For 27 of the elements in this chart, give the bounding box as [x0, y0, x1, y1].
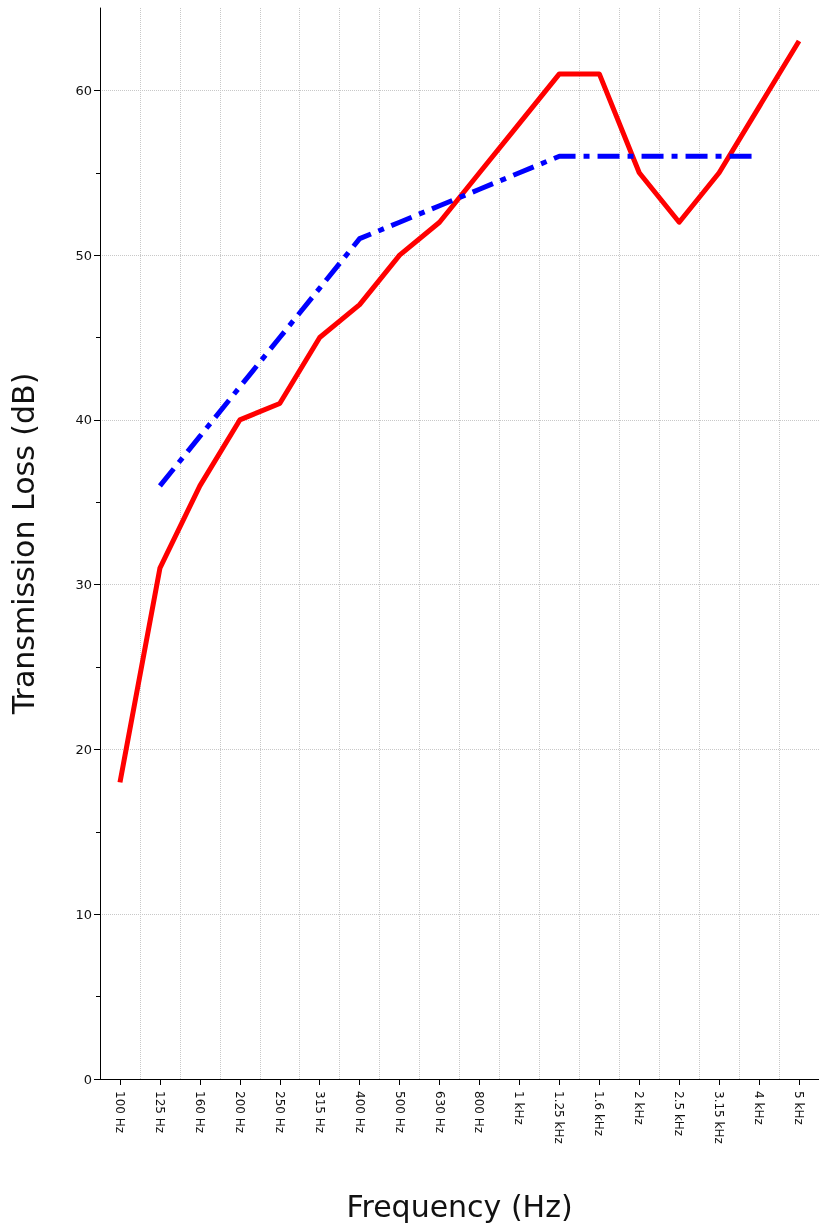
x-tick-label: 1 kHz — [512, 1091, 527, 1125]
x-axis-title: Frequency (Hz) — [346, 1188, 573, 1224]
x-tick-label: 500 Hz — [392, 1091, 407, 1134]
y-tick-label: 10 — [75, 906, 92, 922]
x-tick-label: 400 Hz — [352, 1091, 367, 1134]
x-tick-label: 315 Hz — [312, 1091, 327, 1134]
x-tick-label: 5 kHz — [792, 1091, 807, 1125]
x-tick-label: 3.15 kHz — [712, 1091, 727, 1144]
x-tick-label: 160 Hz — [192, 1091, 207, 1134]
y-tick-label: 30 — [75, 577, 92, 593]
y-tick-label: 20 — [75, 741, 92, 757]
x-tick-label: 2 kHz — [632, 1091, 647, 1125]
y-tick-label: 60 — [75, 82, 92, 98]
x-tick-label: 1.6 kHz — [592, 1091, 607, 1137]
x-tick-label: 800 Hz — [472, 1091, 487, 1134]
x-tick-label: 100 Hz — [112, 1091, 127, 1134]
x-tick-label: 4 kHz — [752, 1091, 767, 1125]
x-tick-label: 125 Hz — [152, 1091, 167, 1134]
x-tick-label: 2.5 kHz — [672, 1091, 687, 1137]
x-tick-label: 200 Hz — [232, 1091, 247, 1134]
x-tick-label: 630 Hz — [432, 1091, 447, 1134]
x-tick-label: 250 Hz — [272, 1091, 287, 1134]
y-tick-label: 50 — [75, 247, 92, 263]
y-tick-label: 40 — [75, 412, 92, 428]
x-tick-label: 1.25 kHz — [552, 1091, 567, 1144]
y-tick-label: 0 — [83, 1071, 92, 1087]
y-axis-title: Transmission Loss (dB) — [5, 372, 41, 716]
